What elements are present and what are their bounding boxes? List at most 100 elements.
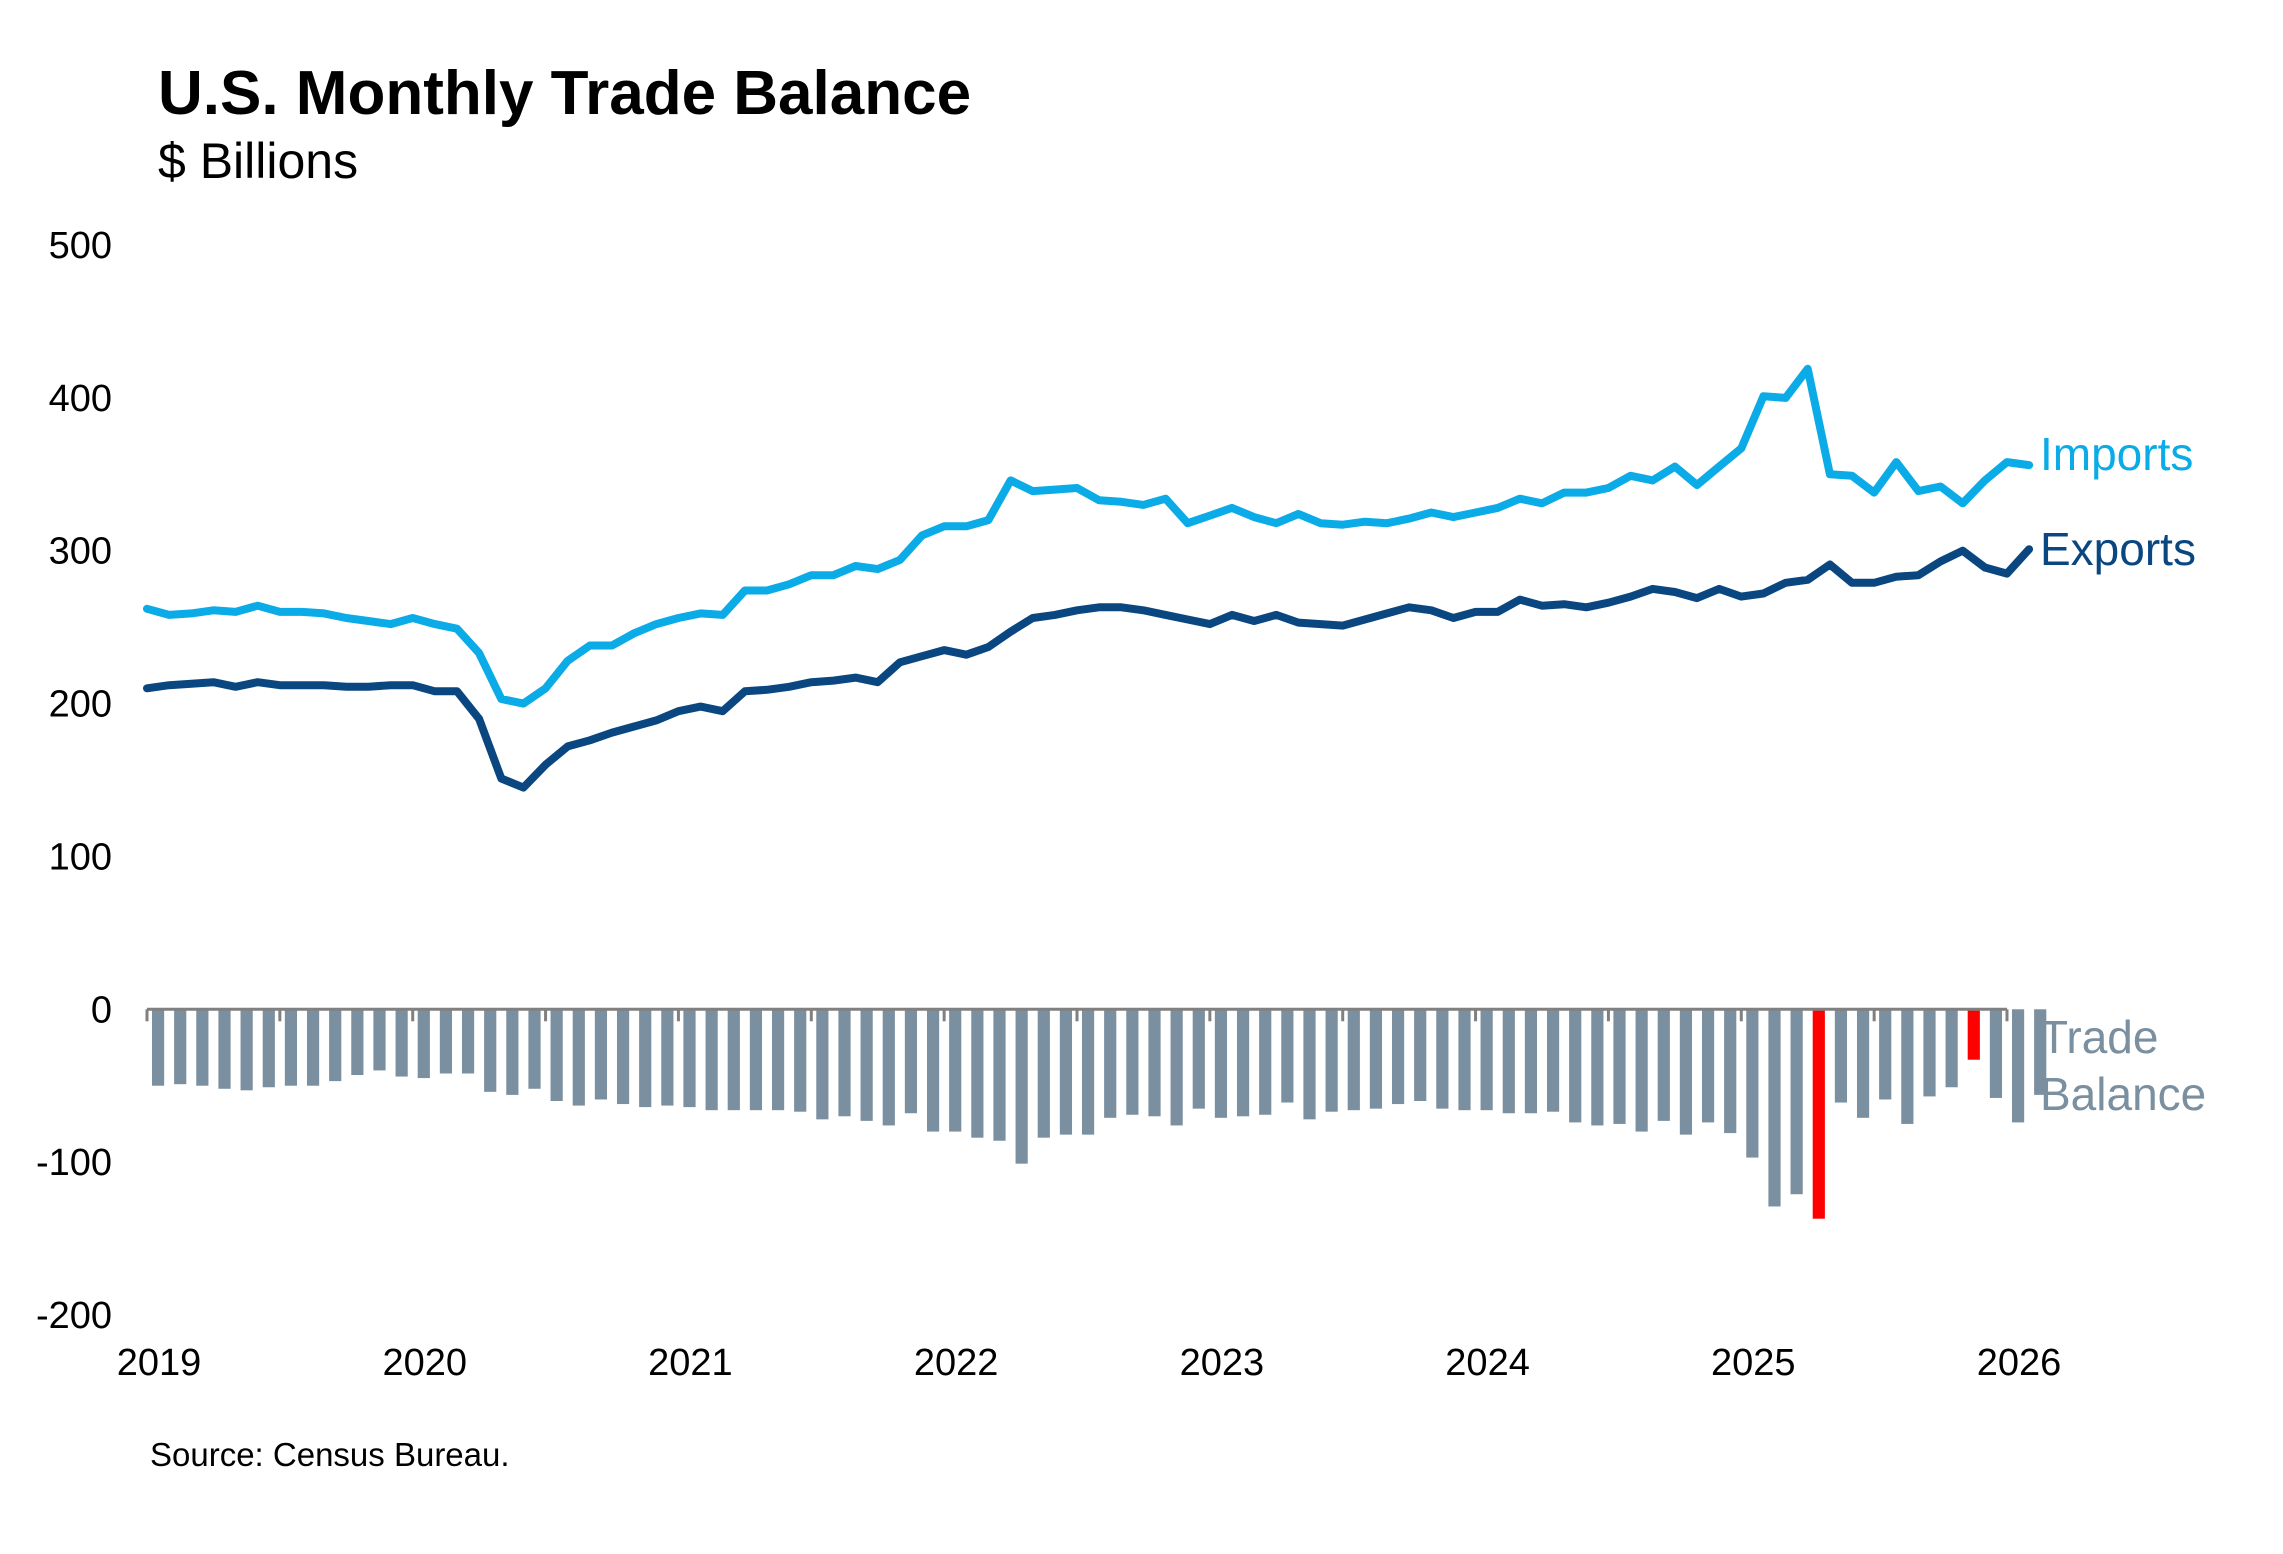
- balance-bar: [1923, 1009, 1936, 1097]
- balance-bar: [1391, 1009, 1405, 1105]
- imports-line: [143, 364, 2034, 708]
- balance-bar: [594, 1009, 608, 1100]
- balance-bar: [1812, 1009, 1825, 1219]
- balance-bar: [993, 1009, 1006, 1141]
- balance-bar: [1369, 1009, 1383, 1109]
- imports-label: Imports: [2040, 428, 2193, 480]
- balance-bar: [1192, 1009, 1205, 1109]
- balance-bar: [949, 1009, 962, 1132]
- exports-label: Exports: [2040, 523, 2196, 575]
- balance-bar: [1436, 1009, 1449, 1109]
- balance-bar: [705, 1009, 718, 1111]
- balance-bar: [1170, 1009, 1183, 1126]
- balance-bar: [1657, 1009, 1670, 1121]
- balance-bar: [882, 1009, 895, 1126]
- balance-bar: [417, 1009, 430, 1079]
- balance-bar: [395, 1009, 408, 1077]
- y-tick-label: 500: [49, 225, 112, 267]
- balance-bar: [1901, 1009, 1914, 1124]
- balance-bar: [1015, 1009, 1028, 1164]
- balance-bar: [1945, 1009, 1958, 1088]
- balance-bar: [1834, 1009, 1848, 1103]
- balance-bar: [1104, 1009, 1117, 1118]
- balance-bar: [1236, 1009, 1250, 1117]
- balance-bar: [904, 1009, 918, 1114]
- balance-bar: [794, 1009, 807, 1112]
- balance-bar: [262, 1009, 275, 1088]
- chart-title: U.S. Monthly Trade Balance: [158, 59, 972, 128]
- balance-bar: [284, 1009, 298, 1086]
- x-tick-label: 2025: [1711, 1342, 1796, 1384]
- balance-bar: [1458, 1009, 1471, 1111]
- balance-bar: [1259, 1009, 1272, 1115]
- balance-bar: [151, 1009, 165, 1086]
- y-tick-label: 400: [49, 378, 112, 420]
- balance-bar: [1679, 1009, 1693, 1135]
- balance-bar: [616, 1009, 630, 1105]
- chart-lines: [143, 364, 2034, 792]
- balance-bar: [1214, 1009, 1228, 1118]
- balance-bar: [1414, 1009, 1427, 1101]
- y-tick-label: 100: [49, 836, 112, 878]
- y-tick-label: -100: [36, 1142, 112, 1184]
- balance-bar: [1347, 1009, 1360, 1111]
- balance-bar: [683, 1009, 696, 1108]
- chart-subtitle: $ Billions: [158, 133, 359, 189]
- balance-bar: [860, 1009, 873, 1121]
- balance-bar: [661, 1009, 674, 1106]
- balance-bar: [1989, 1009, 2003, 1098]
- balance-bar: [1281, 1009, 1294, 1103]
- balance-bar: [174, 1009, 187, 1085]
- balance-bar: [1569, 1009, 1582, 1123]
- balance-bar: [639, 1009, 652, 1108]
- balance-bar: [1303, 1009, 1316, 1120]
- balance-bar: [1059, 1009, 1073, 1135]
- balance-bar: [351, 1009, 364, 1076]
- x-tick-label: 2024: [1445, 1342, 1530, 1384]
- chart-labels: Imports Exports Trade Balance: [2040, 428, 2206, 1120]
- balance-bar: [1701, 1009, 1715, 1123]
- balance-bar: [240, 1009, 253, 1091]
- imports-label-line: Imports: [2040, 428, 2193, 480]
- trade-balance-bars: [151, 1009, 2047, 1219]
- balance-bar: [816, 1009, 829, 1120]
- balance-bar: [572, 1009, 585, 1106]
- x-tick-label: 2026: [1977, 1342, 2062, 1384]
- balance-bar: [506, 1009, 519, 1095]
- x-tick-label: 2021: [648, 1342, 733, 1384]
- balance-bar: [1724, 1009, 1737, 1134]
- y-tick-label: -200: [36, 1295, 112, 1337]
- y-tick-label: 200: [49, 684, 112, 726]
- balance-bar: [550, 1009, 563, 1101]
- balance-bar: [926, 1009, 940, 1132]
- balance-bar: [439, 1009, 453, 1074]
- balance-bar: [971, 1009, 984, 1138]
- balance-bar: [218, 1009, 231, 1089]
- balance-bar: [1546, 1009, 1560, 1112]
- balance-bar: [484, 1009, 497, 1092]
- balance-bar: [2034, 1009, 2047, 1095]
- balance-bar: [1879, 1009, 1892, 1100]
- balance-bar: [1524, 1009, 1538, 1114]
- balance-bar: [1502, 1009, 1515, 1114]
- trade-balance-label: Trade Balance: [2040, 1011, 2206, 1120]
- balance-bar: [196, 1009, 209, 1086]
- balance-bar: [2011, 1009, 2025, 1123]
- balance-bar: [1613, 1009, 1626, 1124]
- balance-bar: [1480, 1009, 1493, 1111]
- balance-bar: [1635, 1009, 1648, 1132]
- y-tick-label: 300: [49, 531, 112, 573]
- balance-bar: [306, 1009, 320, 1086]
- balance-bar: [461, 1009, 475, 1074]
- x-tick-label: 2020: [382, 1342, 467, 1384]
- balance-bar: [1768, 1009, 1781, 1207]
- trade-balance-label-line: Balance: [2040, 1068, 2206, 1120]
- balance-bar: [1081, 1009, 1095, 1135]
- balance-bar: [838, 1009, 851, 1117]
- balance-bar: [329, 1009, 342, 1082]
- balance-bar: [1148, 1009, 1161, 1117]
- balance-bar: [727, 1009, 740, 1111]
- balance-bar: [1325, 1009, 1338, 1112]
